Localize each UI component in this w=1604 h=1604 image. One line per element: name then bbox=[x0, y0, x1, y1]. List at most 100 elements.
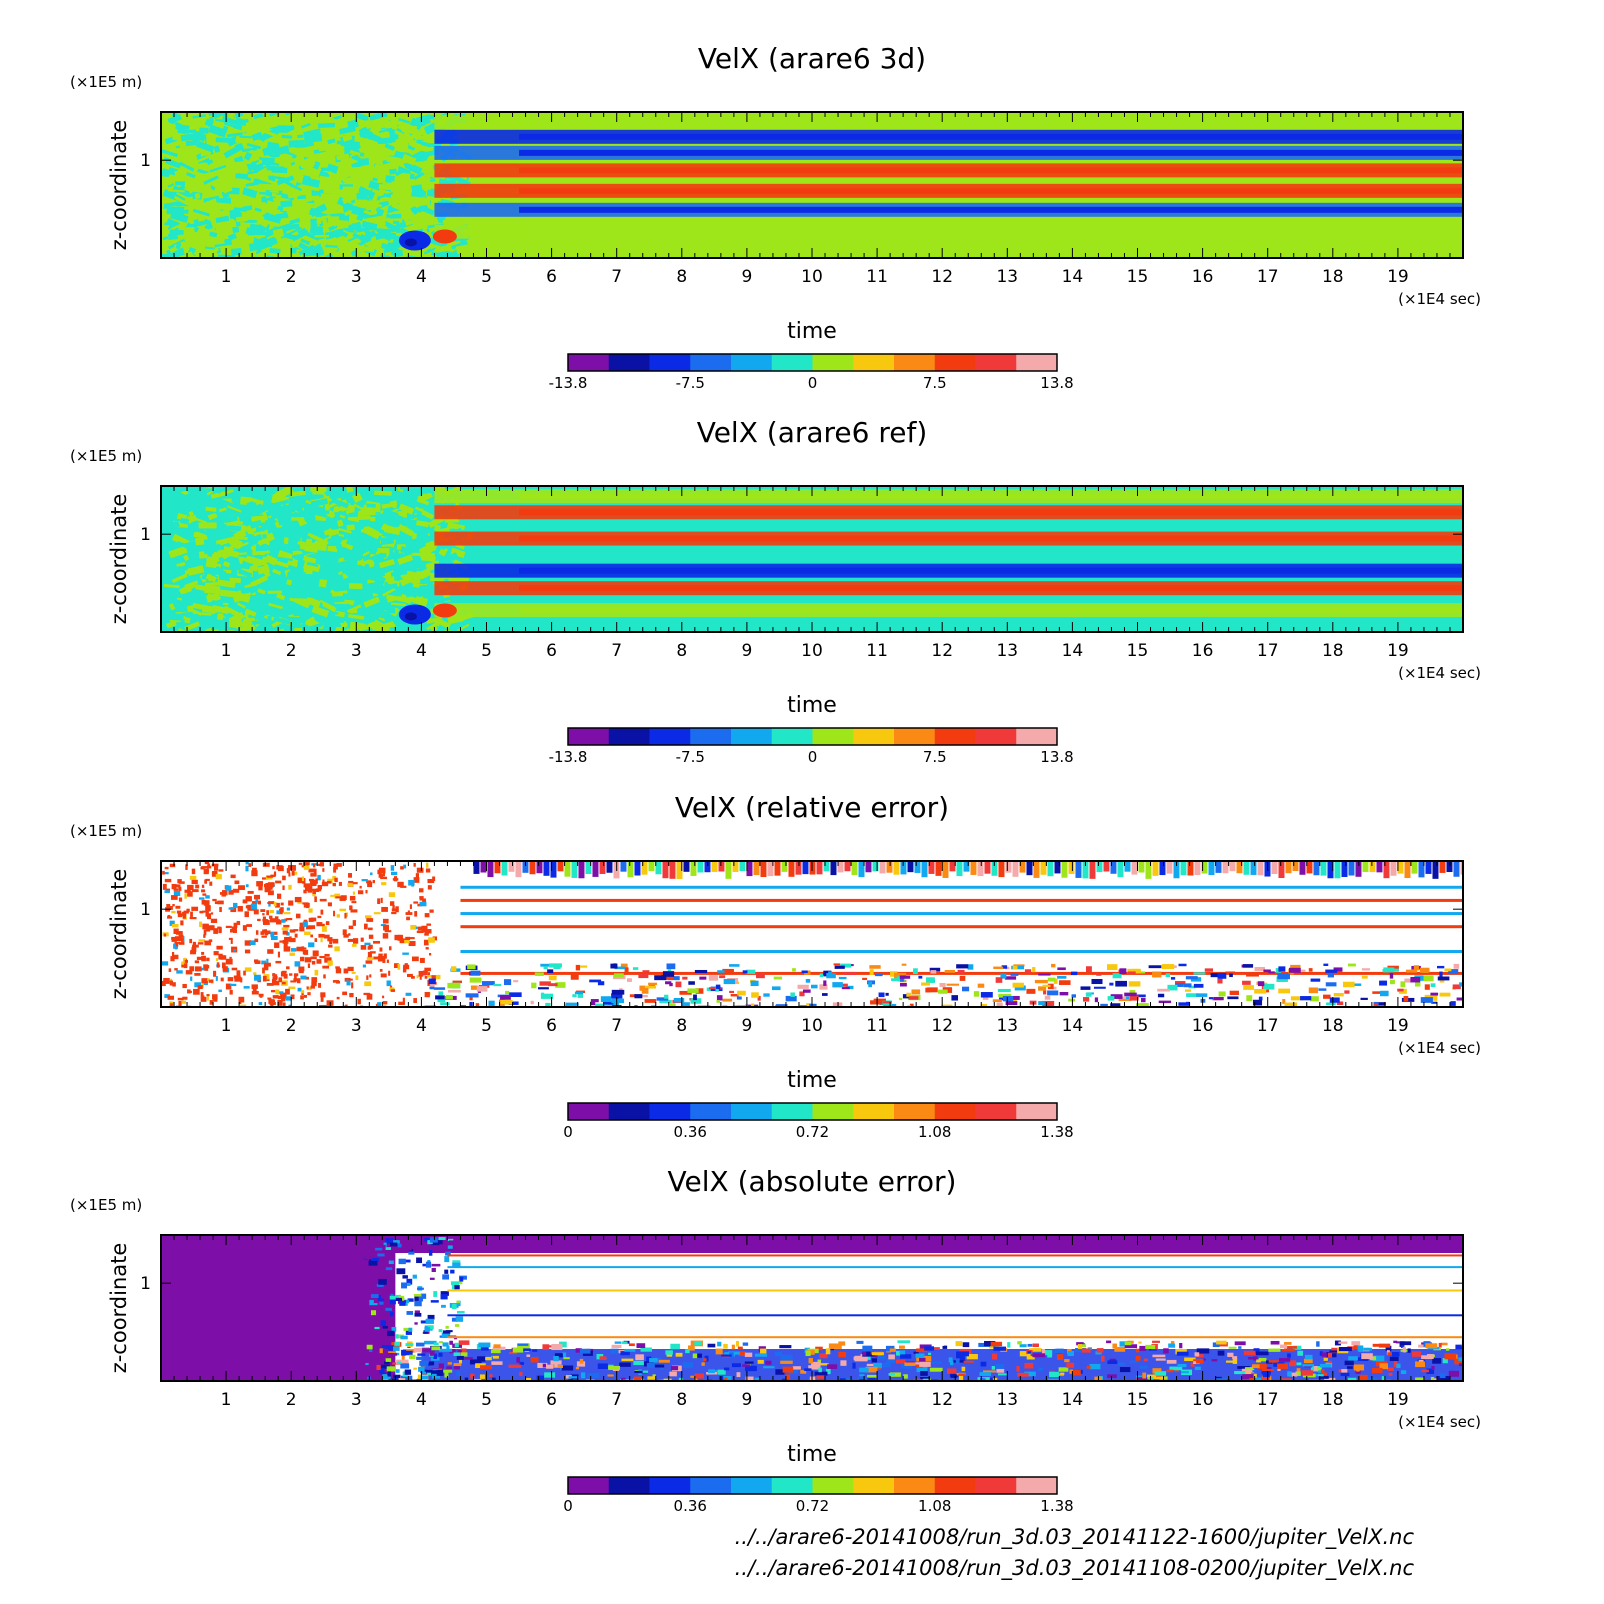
x-tick-label: 18 bbox=[1322, 1390, 1344, 1410]
colorbar-swatch bbox=[690, 728, 732, 745]
source-file-label-2: ../../arare6-20141008/run_3d.03_20141108… bbox=[734, 1556, 1414, 1580]
colorbar-swatch bbox=[934, 1477, 976, 1494]
x-tick-label: 7 bbox=[611, 1016, 622, 1036]
error-line bbox=[460, 898, 1463, 902]
colorbar-label: 1.08 bbox=[918, 1497, 951, 1515]
y-unit-label: (×1E5 m) bbox=[70, 447, 142, 465]
colorbar: -13.8 -7.5 0 7.5 13.8 bbox=[549, 727, 1074, 766]
colorbar-label: 0.36 bbox=[674, 1123, 707, 1141]
x-tick-label: 11 bbox=[866, 267, 888, 287]
colorbar-swatch bbox=[812, 354, 854, 371]
x-tick-label: 7 bbox=[611, 641, 622, 661]
x-tick-label: 5 bbox=[481, 641, 492, 661]
colorbar: -13.8 -7.5 0 7.5 13.8 bbox=[549, 353, 1074, 392]
x-tick-label: 17 bbox=[1257, 1390, 1279, 1410]
error-line bbox=[460, 912, 1463, 916]
x-axis-label: time bbox=[787, 319, 837, 344]
x-axis-label: time bbox=[787, 1442, 837, 1467]
colorbar-label: 13.8 bbox=[1040, 748, 1073, 766]
heatmap-field bbox=[161, 112, 1463, 258]
x-tick-label: 16 bbox=[1192, 1016, 1214, 1036]
colorbar-label: 0.72 bbox=[796, 1123, 829, 1141]
x-tick-label: 12 bbox=[931, 1390, 953, 1410]
colorbar-label: 0 bbox=[563, 1123, 573, 1141]
x-tick-label: 14 bbox=[1062, 267, 1084, 287]
x-tick-label: 12 bbox=[931, 641, 953, 661]
x-tick-label: 18 bbox=[1322, 641, 1344, 661]
colorbar-label: 13.8 bbox=[1040, 374, 1073, 392]
colorbar-swatch bbox=[853, 728, 895, 745]
error-line bbox=[447, 1266, 1463, 1269]
y-tick-label: 1 bbox=[140, 900, 151, 920]
x-tick-label: 13 bbox=[996, 1016, 1018, 1036]
colorbar-swatch bbox=[568, 1477, 610, 1494]
source-file-label-1: ../../arare6-20141008/run_3d.03_20141122… bbox=[734, 1525, 1414, 1549]
colorbar-swatch bbox=[690, 354, 732, 371]
x-tick-label: 17 bbox=[1257, 1016, 1279, 1036]
error-line bbox=[460, 950, 1463, 954]
y-tick-label: 1 bbox=[140, 525, 151, 545]
x-tick-label: 17 bbox=[1257, 641, 1279, 661]
colorbar-swatch bbox=[975, 728, 1017, 745]
colorbar-label: 0.36 bbox=[674, 1497, 707, 1515]
x-tick-label: 6 bbox=[546, 1390, 557, 1410]
x-tick-label: 5 bbox=[481, 1390, 492, 1410]
x-tick-label: 5 bbox=[481, 267, 492, 287]
colorbar-swatch bbox=[1016, 728, 1058, 745]
x-tick-label: 17 bbox=[1257, 267, 1279, 287]
colorbar-swatch bbox=[649, 354, 691, 371]
x-tick-label: 4 bbox=[416, 267, 427, 287]
colorbar-swatch bbox=[690, 1477, 732, 1494]
x-axis-label: time bbox=[787, 693, 837, 718]
x-tick-label: 2 bbox=[286, 267, 297, 287]
x-tick-label: 19 bbox=[1387, 267, 1409, 287]
colorbar-swatch bbox=[894, 1477, 936, 1494]
x-tick-label: 2 bbox=[286, 1390, 297, 1410]
x-tick-label: 19 bbox=[1387, 1390, 1409, 1410]
colorbar-label: 0 bbox=[808, 748, 818, 766]
x-tick-label: 12 bbox=[931, 267, 953, 287]
colorbar-swatch bbox=[771, 1477, 813, 1494]
panel-title: VelX (arare6 ref) bbox=[697, 416, 928, 449]
x-tick-label: 10 bbox=[801, 1390, 823, 1410]
x-unit-label: (×1E4 sec) bbox=[1398, 664, 1481, 682]
colorbar-swatch bbox=[975, 354, 1017, 371]
y-tick-label: 1 bbox=[140, 151, 151, 171]
x-tick-label: 9 bbox=[741, 1016, 752, 1036]
x-tick-label: 15 bbox=[1127, 641, 1149, 661]
error-line bbox=[460, 885, 1463, 889]
error-line bbox=[447, 1314, 1463, 1317]
x-tick-label: 10 bbox=[801, 1016, 823, 1036]
colorbar-label: 1.38 bbox=[1040, 1497, 1073, 1515]
colorbar: 0 0.36 0.72 1.08 1.38 bbox=[563, 1476, 1074, 1515]
x-unit-label: (×1E4 sec) bbox=[1398, 290, 1481, 308]
x-tick-label: 3 bbox=[351, 1390, 362, 1410]
colorbar-swatch bbox=[853, 354, 895, 371]
colorbar-swatch bbox=[894, 1103, 936, 1120]
x-tick-label: 1 bbox=[221, 641, 232, 661]
colorbar-swatch bbox=[812, 728, 854, 745]
colorbar-swatch bbox=[608, 354, 650, 371]
colorbar-label: -13.8 bbox=[549, 374, 588, 392]
colorbar-label: 7.5 bbox=[923, 748, 947, 766]
colorbar-swatch bbox=[894, 354, 936, 371]
heatmap-field bbox=[161, 486, 1463, 632]
x-tick-label: 14 bbox=[1062, 641, 1084, 661]
colorbar-swatch bbox=[568, 1103, 610, 1120]
colorbar-swatch bbox=[1016, 1103, 1058, 1120]
y-unit-label: (×1E5 m) bbox=[70, 1196, 142, 1214]
colorbar-swatch bbox=[608, 1103, 650, 1120]
colorbar-label: 1.08 bbox=[918, 1123, 951, 1141]
colorbar-swatch bbox=[894, 728, 936, 745]
x-tick-label: 19 bbox=[1387, 1016, 1409, 1036]
x-tick-label: 12 bbox=[931, 1016, 953, 1036]
x-tick-label: 1 bbox=[221, 1390, 232, 1410]
colorbar-label: 0 bbox=[808, 374, 818, 392]
x-tick-label: 10 bbox=[801, 267, 823, 287]
x-tick-label: 4 bbox=[416, 1390, 427, 1410]
y-axis-label: z-coordinate bbox=[107, 494, 131, 625]
colorbar-label: 1.38 bbox=[1040, 1123, 1073, 1141]
x-tick-label: 6 bbox=[546, 267, 557, 287]
